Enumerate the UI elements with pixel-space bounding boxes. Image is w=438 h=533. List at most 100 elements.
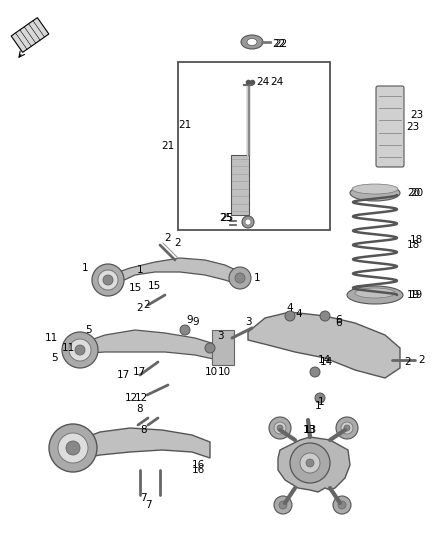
Text: 17: 17 xyxy=(133,367,146,377)
Text: 8: 8 xyxy=(137,404,143,414)
Circle shape xyxy=(245,219,251,225)
Ellipse shape xyxy=(352,184,398,194)
Circle shape xyxy=(75,345,85,355)
Circle shape xyxy=(229,267,251,289)
Text: 10: 10 xyxy=(218,367,231,377)
Text: 6: 6 xyxy=(335,318,342,328)
Text: 20: 20 xyxy=(407,188,420,198)
Text: 5: 5 xyxy=(85,325,92,335)
Text: 1: 1 xyxy=(81,263,88,273)
Text: 23: 23 xyxy=(410,110,423,120)
Circle shape xyxy=(285,311,295,321)
Text: 24: 24 xyxy=(256,77,269,87)
Text: 9: 9 xyxy=(186,315,193,325)
Circle shape xyxy=(300,453,320,473)
Text: 16: 16 xyxy=(192,460,205,470)
Text: 13: 13 xyxy=(303,425,316,435)
Circle shape xyxy=(279,501,287,509)
Text: 12: 12 xyxy=(135,393,148,403)
Text: 19: 19 xyxy=(407,290,420,300)
Circle shape xyxy=(336,417,358,439)
Text: 18: 18 xyxy=(410,235,423,245)
Circle shape xyxy=(274,422,286,434)
Circle shape xyxy=(310,367,320,377)
Text: 14: 14 xyxy=(320,357,333,367)
Text: 7: 7 xyxy=(140,493,147,503)
Text: 23: 23 xyxy=(406,122,419,132)
Circle shape xyxy=(274,496,292,514)
Polygon shape xyxy=(11,18,49,52)
Circle shape xyxy=(69,339,91,361)
Bar xyxy=(178,62,330,230)
Text: 3: 3 xyxy=(245,317,251,327)
Circle shape xyxy=(269,417,291,439)
Circle shape xyxy=(306,459,314,467)
Circle shape xyxy=(180,325,190,335)
Text: 2: 2 xyxy=(137,303,143,313)
Circle shape xyxy=(277,425,283,431)
Text: 24: 24 xyxy=(270,77,283,87)
Text: 21: 21 xyxy=(161,141,174,151)
Circle shape xyxy=(103,275,113,285)
Circle shape xyxy=(98,270,118,290)
Text: 7: 7 xyxy=(145,500,151,510)
Text: 25: 25 xyxy=(220,213,233,223)
Text: 5: 5 xyxy=(51,353,58,363)
Text: 1: 1 xyxy=(314,401,321,411)
Text: 2: 2 xyxy=(418,355,424,365)
Circle shape xyxy=(49,424,97,472)
Circle shape xyxy=(315,393,325,403)
Text: 11: 11 xyxy=(62,343,75,353)
FancyBboxPatch shape xyxy=(212,330,234,365)
Circle shape xyxy=(341,422,353,434)
Text: 4: 4 xyxy=(295,309,302,319)
Text: 14: 14 xyxy=(318,355,331,365)
Bar xyxy=(231,155,249,215)
Text: 2: 2 xyxy=(174,238,180,248)
Text: 8: 8 xyxy=(140,425,147,435)
Text: 15: 15 xyxy=(129,283,142,293)
Circle shape xyxy=(235,273,245,283)
Text: 2: 2 xyxy=(165,233,171,243)
Text: 15: 15 xyxy=(148,281,161,291)
Text: 6: 6 xyxy=(335,315,342,325)
Circle shape xyxy=(62,332,98,368)
Circle shape xyxy=(338,501,346,509)
Polygon shape xyxy=(82,330,218,360)
Circle shape xyxy=(242,216,254,228)
Ellipse shape xyxy=(247,38,257,45)
Text: 20: 20 xyxy=(410,188,423,198)
Text: 18: 18 xyxy=(407,240,420,250)
Text: 10: 10 xyxy=(205,367,218,377)
Text: 16: 16 xyxy=(192,465,205,475)
Ellipse shape xyxy=(347,286,403,304)
Polygon shape xyxy=(78,428,210,460)
Circle shape xyxy=(290,443,330,483)
Polygon shape xyxy=(248,312,400,378)
Text: 25: 25 xyxy=(219,213,232,223)
Polygon shape xyxy=(110,258,240,290)
Text: 1: 1 xyxy=(137,265,144,275)
Text: 4: 4 xyxy=(287,303,293,313)
Text: 1: 1 xyxy=(254,273,261,283)
Polygon shape xyxy=(278,437,350,492)
Ellipse shape xyxy=(355,288,395,298)
FancyBboxPatch shape xyxy=(376,86,404,167)
Ellipse shape xyxy=(350,185,400,201)
Text: 12: 12 xyxy=(125,393,138,403)
Text: 2: 2 xyxy=(143,300,150,310)
Text: 1: 1 xyxy=(318,397,325,407)
Text: 3: 3 xyxy=(217,331,224,341)
Circle shape xyxy=(333,496,351,514)
Text: 11: 11 xyxy=(45,333,58,343)
Text: 21: 21 xyxy=(178,120,191,130)
Text: 2: 2 xyxy=(404,357,411,367)
Circle shape xyxy=(205,343,215,353)
Text: 9: 9 xyxy=(192,317,198,327)
Text: 22: 22 xyxy=(274,39,287,49)
Text: 17: 17 xyxy=(117,370,130,380)
Circle shape xyxy=(92,264,124,296)
Circle shape xyxy=(344,425,350,431)
Circle shape xyxy=(320,311,330,321)
Text: 13: 13 xyxy=(304,425,317,435)
